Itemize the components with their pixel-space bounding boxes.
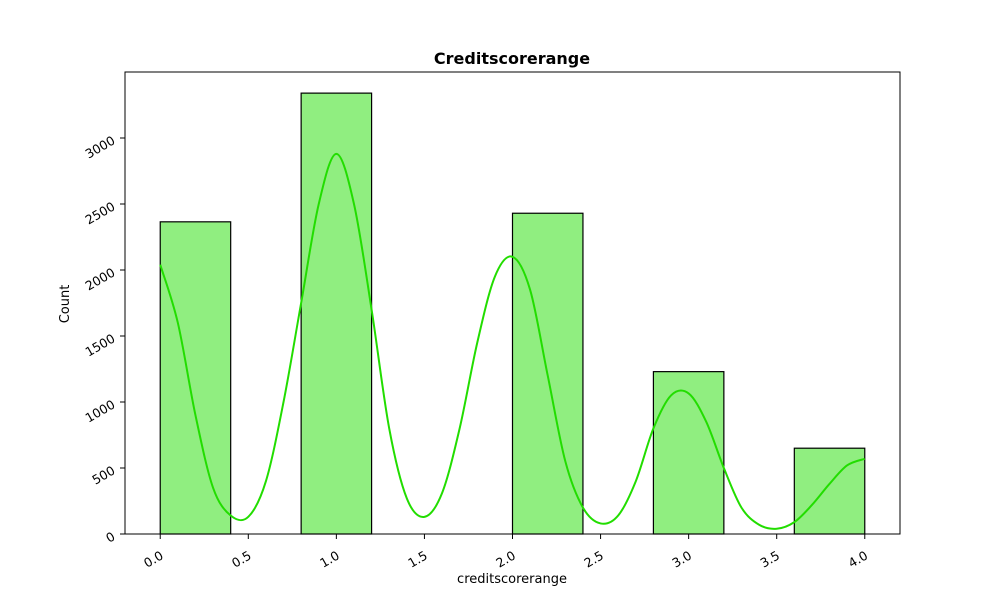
x-tick-label: 0.5 (229, 548, 254, 571)
x-tick-label: 1.0 (317, 548, 342, 571)
x-tick-label: 3.5 (757, 548, 782, 571)
histogram-bar-3 (652, 371, 725, 535)
plot-area (159, 92, 866, 535)
histogram-bar-0 (159, 221, 232, 535)
x-tick-label: 0.0 (141, 548, 166, 571)
y-tick-label: 2000 (82, 265, 117, 294)
y-tick-label: 500 (89, 463, 117, 488)
x-axis-label: creditscorerange (457, 572, 567, 587)
x-tick-label: 3.0 (669, 548, 694, 571)
x-tick-label: 2.5 (581, 548, 606, 571)
chart-title: Creditscorerange (434, 49, 590, 68)
kde-curve (159, 152, 866, 530)
y-tick-label: 1000 (82, 397, 117, 426)
x-tick-label: 2.0 (493, 548, 518, 571)
y-axis-label: Count (58, 285, 73, 324)
y-tick-label: 1500 (82, 331, 117, 360)
y-tick-label: 3000 (82, 133, 117, 162)
y-tick-label: 2500 (82, 199, 117, 228)
x-tick-label: 1.5 (405, 548, 430, 571)
y-tick-label: 0 (103, 529, 117, 546)
x-tick-label: 4.0 (846, 548, 871, 571)
histogram-bar-1 (300, 92, 373, 535)
